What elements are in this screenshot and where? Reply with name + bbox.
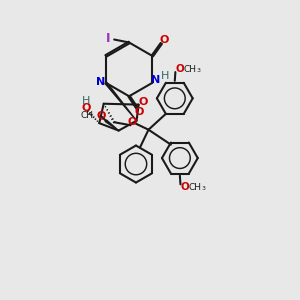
Text: N: N bbox=[96, 77, 105, 87]
Text: 3: 3 bbox=[100, 116, 104, 121]
Text: O: O bbox=[181, 182, 190, 192]
Text: H: H bbox=[161, 71, 169, 81]
Text: 3: 3 bbox=[202, 186, 206, 191]
Text: CH: CH bbox=[80, 112, 93, 121]
Text: O: O bbox=[159, 35, 168, 45]
Text: O: O bbox=[128, 117, 137, 127]
Text: I: I bbox=[106, 32, 111, 45]
Polygon shape bbox=[105, 82, 136, 121]
Text: CH: CH bbox=[183, 64, 196, 74]
Text: O: O bbox=[96, 111, 105, 121]
Text: H: H bbox=[82, 96, 90, 106]
Text: O: O bbox=[176, 64, 184, 74]
Text: O: O bbox=[81, 103, 91, 112]
Text: O: O bbox=[135, 107, 144, 117]
Text: N: N bbox=[151, 75, 160, 85]
Text: 3: 3 bbox=[196, 68, 201, 73]
Polygon shape bbox=[105, 120, 119, 130]
Text: CH: CH bbox=[188, 183, 201, 192]
Text: O: O bbox=[138, 97, 148, 106]
